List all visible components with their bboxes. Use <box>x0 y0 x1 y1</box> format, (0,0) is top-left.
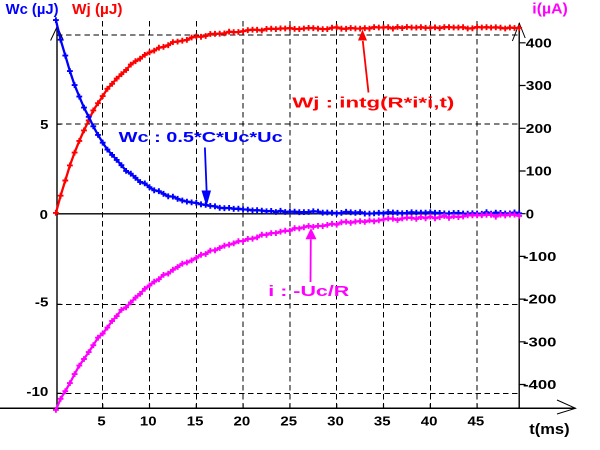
svg-text:-200: -200 <box>523 292 556 307</box>
svg-text:100: 100 <box>526 164 552 179</box>
svg-text:-100: -100 <box>523 249 556 264</box>
svg-text:45: 45 <box>468 414 485 429</box>
svg-text:35: 35 <box>374 414 391 429</box>
svg-text:5: 5 <box>40 117 48 132</box>
svg-text:10: 10 <box>140 414 157 429</box>
svg-text:Wc : 0.5*C*Uc*Uc: Wc : 0.5*C*Uc*Uc <box>119 129 283 146</box>
svg-text:0: 0 <box>526 206 534 221</box>
svg-text:t(ms): t(ms) <box>529 421 569 438</box>
svg-text:Wj (µJ): Wj (µJ) <box>72 1 123 18</box>
svg-text:0: 0 <box>40 207 48 222</box>
svg-text:-300: -300 <box>523 334 556 349</box>
svg-text:-400: -400 <box>523 377 556 392</box>
svg-text:-10: -10 <box>26 384 48 399</box>
svg-text:30: 30 <box>327 414 344 429</box>
svg-text:400: 400 <box>526 35 552 50</box>
svg-text:15: 15 <box>187 414 204 429</box>
svg-text:-5: -5 <box>35 295 49 310</box>
svg-text:i : -Uc/R: i : -Uc/R <box>268 283 349 300</box>
svg-text:300: 300 <box>526 78 552 93</box>
svg-text:5: 5 <box>97 414 105 429</box>
svg-text:i(µA): i(µA) <box>532 1 568 18</box>
svg-text:Wc (µJ): Wc (µJ) <box>6 1 59 18</box>
svg-text:40: 40 <box>421 414 438 429</box>
svg-text:Wj : intg(R*i*i,t): Wj : intg(R*i*i,t) <box>292 95 454 112</box>
svg-text:20: 20 <box>234 414 251 429</box>
svg-text:25: 25 <box>280 414 297 429</box>
svg-text:200: 200 <box>526 121 552 136</box>
